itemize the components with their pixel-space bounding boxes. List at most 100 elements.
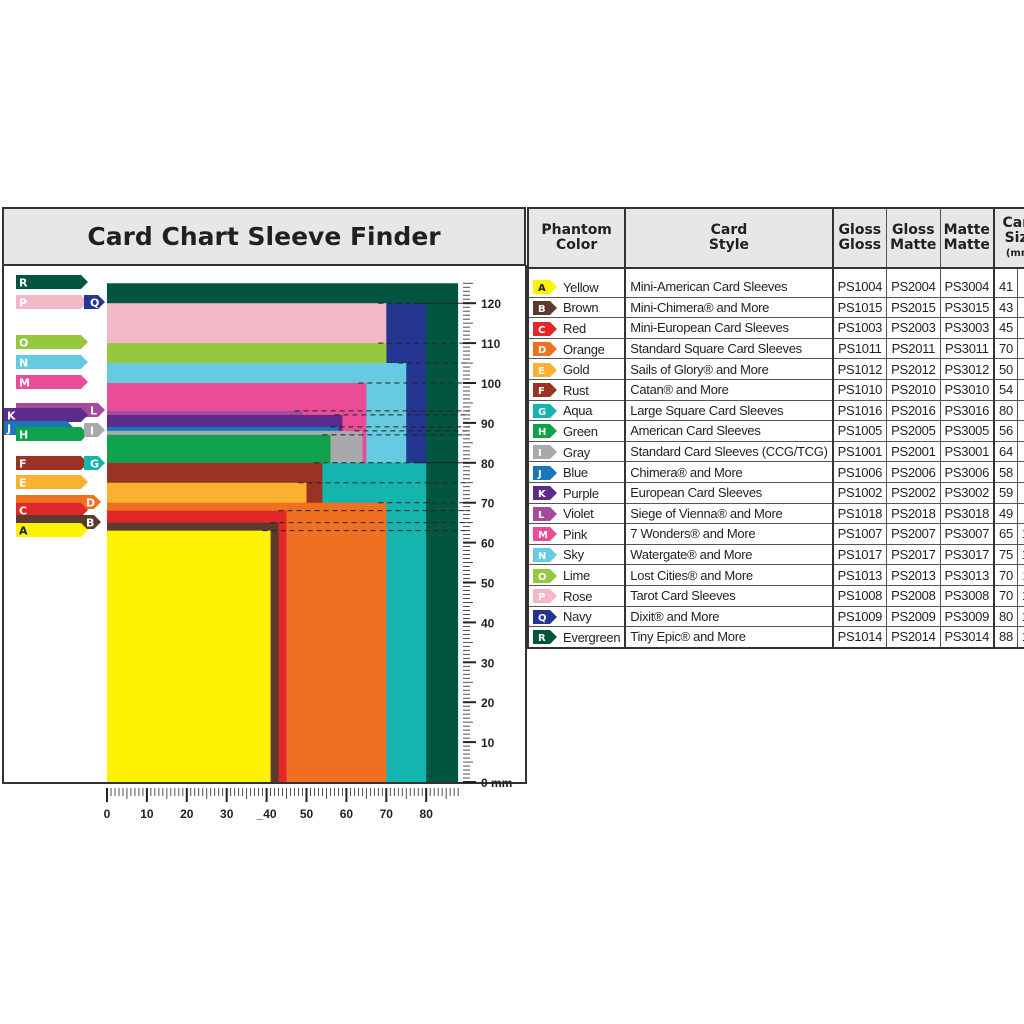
card-width: 50 bbox=[993, 358, 1018, 380]
card-style: Mini-European Card Sleeves bbox=[624, 317, 834, 339]
tag-h-icon bbox=[16, 427, 88, 441]
gloss-gloss-sku: PS1015 bbox=[832, 296, 888, 319]
card-height: 105 bbox=[1016, 543, 1024, 566]
gloss-gloss-sku: PS1006 bbox=[832, 461, 888, 483]
color-tag-icon: O bbox=[533, 568, 557, 583]
color-name: Gold bbox=[563, 362, 590, 378]
table-row: O Lime Lost Cities® and More PS1013 PS2013 PS… bbox=[526, 564, 1024, 586]
chart-title-box: Card Chart Sleeve Finder bbox=[2, 207, 526, 266]
card-style: Mini-American Card Sleeves bbox=[624, 267, 834, 298]
header-matte-matte: Matte Matte bbox=[939, 207, 996, 269]
card-style: Chimera® and More bbox=[624, 461, 834, 483]
card-width: 58 bbox=[993, 461, 1018, 483]
card-style: Dixit® and More bbox=[624, 605, 834, 628]
y-tick-label: 90 bbox=[481, 417, 495, 431]
tag-r-icon bbox=[16, 275, 88, 289]
gloss-gloss-sku: PS1001 bbox=[832, 440, 888, 463]
card-height: 100 bbox=[1016, 523, 1024, 545]
svg-text:G: G bbox=[538, 407, 546, 418]
color-name: Pink bbox=[563, 526, 588, 542]
matte-matte-sku: PS3018 bbox=[939, 502, 996, 525]
card-style: European Card Sleeves bbox=[624, 481, 834, 504]
gloss-gloss-sku: PS1013 bbox=[832, 564, 888, 586]
phantom-color-cell: H Green bbox=[526, 420, 626, 442]
svg-text:O: O bbox=[538, 572, 546, 583]
gloss-matte-sku: PS2018 bbox=[886, 502, 941, 525]
phantom-color-cell: C Red bbox=[526, 317, 626, 339]
tag-e-icon bbox=[16, 475, 88, 489]
tag-n-icon bbox=[16, 355, 88, 369]
phantom-color-cell: I Gray bbox=[526, 440, 626, 463]
gloss-matte-sku: PS2007 bbox=[886, 523, 941, 545]
color-name: Red bbox=[563, 321, 586, 337]
y-tick-label: 30 bbox=[481, 656, 495, 670]
gloss-matte-sku: PS2003 bbox=[886, 317, 941, 339]
card-width: 45 bbox=[993, 317, 1018, 339]
card-height: 88 bbox=[1016, 440, 1024, 463]
svg-text:N: N bbox=[538, 551, 546, 562]
card-height: 125 bbox=[1016, 626, 1024, 649]
x-tick-label: 50 bbox=[300, 807, 314, 821]
tag-q-icon bbox=[84, 295, 105, 309]
card-style: Watergate® and More bbox=[624, 543, 834, 566]
gloss-matte-sku: PS2008 bbox=[886, 584, 941, 607]
card-style: Tarot Card Sleeves bbox=[624, 584, 834, 607]
card-height: 92 bbox=[1016, 481, 1024, 504]
color-tag-icon: K bbox=[533, 486, 557, 501]
color-tag-icon: H bbox=[533, 424, 557, 439]
svg-text:J: J bbox=[537, 469, 541, 480]
svg-text:H: H bbox=[538, 427, 546, 438]
x-tick-label: 80 bbox=[420, 807, 434, 821]
table-row: Q Navy Dixit® and More PS1009 PS2009 PS3009 80… bbox=[526, 605, 1024, 628]
tag-i-icon bbox=[84, 423, 105, 437]
table-header-row: Phantom Color Card Style Gloss Gloss Gloss M… bbox=[526, 207, 1024, 269]
card-style: Lost Cities® and More bbox=[624, 564, 834, 586]
card-width: 65 bbox=[993, 523, 1018, 545]
card-height: 70 bbox=[1016, 337, 1024, 360]
gloss-matte-sku: PS2011 bbox=[886, 337, 941, 360]
card-width: 75 bbox=[993, 543, 1018, 566]
tag-letter-a: A bbox=[19, 525, 28, 538]
phantom-color-cell: D Orange bbox=[526, 337, 626, 360]
gloss-gloss-sku: PS1009 bbox=[832, 605, 888, 628]
gloss-gloss-sku: PS1012 bbox=[832, 358, 888, 380]
color-name: Gray bbox=[563, 444, 590, 460]
color-tag-icon: N bbox=[533, 548, 557, 563]
gloss-gloss-sku: PS1002 bbox=[832, 481, 888, 504]
color-name: Green bbox=[563, 423, 598, 439]
color-name: Rust bbox=[563, 382, 589, 398]
table-row: D Orange Standard Square Card Sleeves PS101… bbox=[526, 337, 1024, 360]
header-gloss-matte: Gloss Matte bbox=[886, 207, 941, 269]
y-tick-label: 20 bbox=[481, 696, 495, 710]
card-rect-a bbox=[107, 530, 271, 782]
color-name: Yellow bbox=[563, 279, 599, 295]
tag-letter-d: D bbox=[86, 497, 95, 510]
card-width: 70 bbox=[993, 584, 1018, 607]
phantom-color-cell: R Evergreen bbox=[526, 626, 626, 649]
phantom-color-cell: M Pink bbox=[526, 523, 626, 545]
card-style: Tiny Epic® and More bbox=[624, 626, 834, 649]
color-tag-icon: F bbox=[533, 383, 557, 398]
gloss-gloss-sku: PS1014 bbox=[832, 626, 888, 649]
matte-matte-sku: PS3003 bbox=[939, 317, 996, 339]
phantom-color-cell: B Brown bbox=[526, 296, 626, 319]
phantom-color-cell: F Rust bbox=[526, 378, 626, 401]
phantom-color-cell: K Purple bbox=[526, 481, 626, 504]
matte-matte-sku: PS3004 bbox=[939, 267, 996, 298]
gloss-gloss-sku: PS1010 bbox=[832, 378, 888, 401]
card-width: 54 bbox=[993, 378, 1018, 401]
svg-text:F: F bbox=[538, 386, 545, 397]
phantom-color-cell: G Aqua bbox=[526, 399, 626, 422]
y-tick-label: 120 bbox=[481, 297, 501, 311]
matte-matte-sku: PS3005 bbox=[939, 420, 996, 442]
card-height: 80 bbox=[1016, 378, 1024, 401]
table-row: M Pink 7 Wonders® and More PS1007 PS2007 PS30… bbox=[526, 523, 1024, 545]
svg-text:R: R bbox=[538, 633, 546, 644]
gloss-matte-sku: PS2002 bbox=[886, 481, 941, 504]
matte-matte-sku: PS3011 bbox=[939, 337, 996, 360]
phantom-color-cell: O Lime bbox=[526, 564, 626, 586]
table-row: I Gray Standard Card Sleeves (CCG/TCG) PS10… bbox=[526, 440, 1024, 463]
table-row: F Rust Catan® and More PS1010 PS2010 PS3010 54… bbox=[526, 378, 1024, 401]
color-tag-icon: I bbox=[533, 445, 557, 460]
card-height: 89 bbox=[1016, 461, 1024, 483]
